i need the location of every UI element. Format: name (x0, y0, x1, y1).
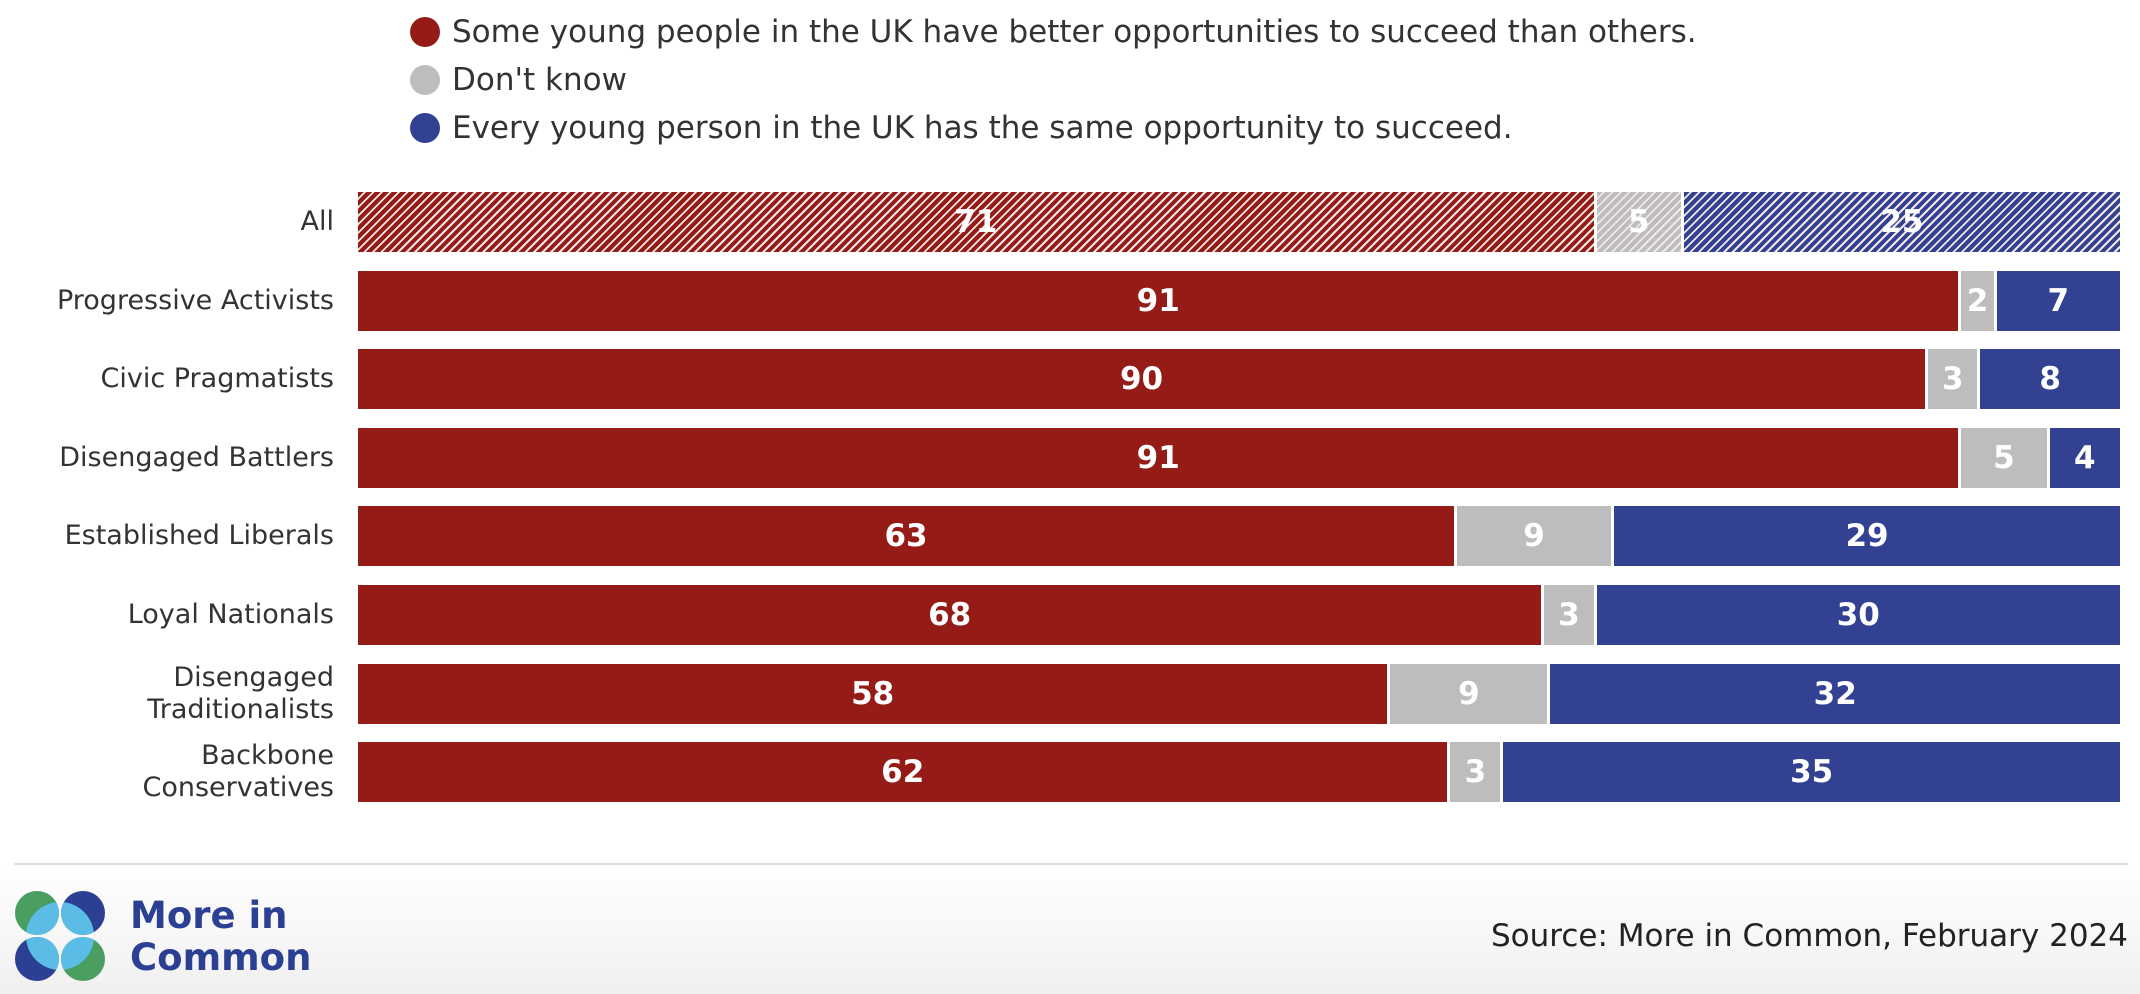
bar-segment: 5 (1596, 192, 1684, 252)
data-label: 62 (881, 754, 925, 791)
bar-segment: 30 (1596, 585, 2120, 645)
category-label: All (300, 206, 334, 237)
bar-segment: 25 (1683, 192, 2120, 252)
bar-segment: 35 (1503, 742, 2120, 803)
category-label: Disengaged Battlers (59, 441, 334, 473)
category-label: Established Liberals (64, 520, 334, 552)
logo-line-2: Common (130, 936, 312, 979)
stacked-bar: 62 3 35 (358, 742, 2120, 803)
data-label: 5 (1627, 204, 1650, 240)
legend-item: Don't know (410, 56, 1697, 104)
data-label: 5 (1993, 439, 2015, 476)
logo-text: More in Common (130, 895, 311, 979)
bar-segment: 90 (358, 349, 1929, 410)
bar-segment: 68 (358, 585, 1545, 645)
data-label: 9 (1458, 675, 1480, 712)
legend-item: Every young person in the UK has the sam… (410, 104, 1697, 152)
bar-row: Backbone Conservatives 62 3 35 (0, 740, 2140, 804)
category-label: Disengaged Traditionalists (147, 661, 334, 725)
bar-row: All 71 5 25 (0, 192, 2140, 252)
bar-segment: 58 (358, 663, 1391, 724)
category-label: Civic Pragmatists (100, 363, 334, 395)
bar-row: Disengaged Traditionalists 58 9 32 (0, 661, 2140, 725)
data-label: 8 (2039, 361, 2061, 398)
stacked-bar: 90 3 8 (358, 349, 2120, 410)
bar-segment: 9 (1390, 663, 1551, 724)
data-label: 35 (1790, 754, 1834, 791)
bar-segment: 3 (1928, 349, 1981, 410)
category-label: Backbone Conservatives (142, 740, 334, 804)
bar-segment: 62 (358, 742, 1451, 803)
stacked-bar: 68 3 30 (358, 585, 2120, 645)
data-label: 2 (1966, 282, 1989, 319)
bar-segment: 7 (1996, 270, 2120, 331)
bar-row: Disengaged Battlers 91 5 4 (0, 427, 2140, 488)
bar-segment: 91 (358, 427, 1962, 488)
stacked-bar: 91 5 4 (358, 427, 2120, 488)
category-label: Progressive Activists (56, 284, 334, 316)
data-label: 3 (1464, 754, 1487, 791)
bar-segment: 4 (2049, 427, 2120, 488)
legend-item: Some young people in the UK have better … (410, 8, 1697, 56)
data-label: 91 (1136, 439, 1180, 476)
bar-row: Progressive Activists 91 2 7 (0, 270, 2140, 331)
data-label: 71 (954, 204, 998, 240)
legend-swatch (410, 113, 440, 143)
data-label: 9 (1523, 518, 1545, 555)
more-in-common-logo-icon (15, 891, 105, 981)
divider (14, 863, 2128, 865)
footer (0, 865, 2140, 994)
bar-segment: 5 (1961, 427, 2050, 488)
data-label: 4 (2073, 439, 2096, 476)
data-label: 68 (928, 597, 972, 633)
data-label: 3 (1941, 361, 1964, 398)
data-label: 7 (2047, 282, 2070, 319)
legend-swatch (410, 65, 440, 95)
stacked-bar: 63 9 29 (358, 506, 2120, 567)
stacked-bar: 58 9 32 (358, 663, 2120, 724)
bar-segment: 71 (358, 192, 1597, 252)
bar-segment: 91 (358, 270, 1962, 331)
bar-row: Loyal Nationals 68 3 30 (0, 585, 2140, 645)
stacked-bar: 91 2 7 (358, 270, 2120, 331)
bar-segment: 2 (1961, 270, 1997, 331)
data-label: 91 (1136, 282, 1180, 319)
data-label: 63 (884, 518, 928, 555)
data-label: 29 (1845, 518, 1889, 555)
legend-label: Don't know (452, 62, 627, 98)
legend-label: Every young person in the UK has the sam… (452, 110, 1513, 146)
bar-row: Civic Pragmatists 90 3 8 (0, 349, 2140, 410)
data-label: 58 (851, 675, 895, 712)
bar-segment: 63 (358, 506, 1458, 567)
bar-segment: 3 (1544, 585, 1597, 645)
legend-label: Some young people in the UK have better … (452, 14, 1697, 50)
bar-segment: 8 (1980, 349, 2120, 410)
source-note: Source: More in Common, February 2024 (1490, 918, 2128, 954)
data-label: 90 (1119, 361, 1164, 398)
legend: Some young people in the UK have better … (410, 8, 1697, 152)
bar-segment: 3 (1450, 742, 1504, 803)
data-label: 25 (1880, 204, 1924, 240)
data-label: 32 (1813, 675, 1857, 712)
stacked-bar: 71 5 25 (358, 192, 2120, 252)
data-label: 3 (1558, 597, 1580, 633)
logo-line-1: More in (130, 894, 288, 937)
category-label: Loyal Nationals (127, 599, 334, 630)
legend-swatch (410, 17, 440, 47)
bar-segment: 29 (1614, 506, 2120, 567)
bar-segment: 32 (1550, 663, 2120, 724)
data-label: 30 (1836, 597, 1880, 633)
bar-row: Established Liberals 63 9 29 (0, 506, 2140, 567)
bar-segment: 9 (1457, 506, 1615, 567)
